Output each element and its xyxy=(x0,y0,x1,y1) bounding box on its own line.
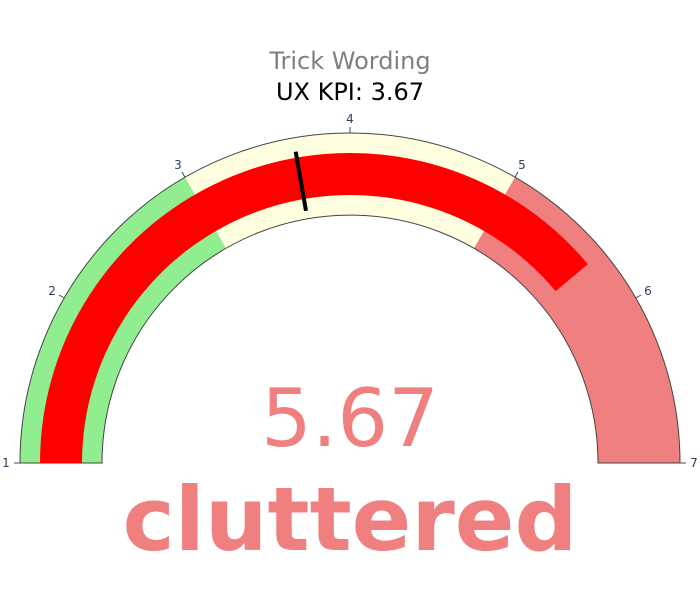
gauge-rating-text: cluttered xyxy=(123,468,578,571)
gauge-tick-mark xyxy=(635,294,642,299)
gauge-tick-mark xyxy=(181,171,186,178)
gauge-tick-label: 3 xyxy=(174,158,182,172)
chart-subtitle: UX KPI: 3.67 xyxy=(276,78,424,106)
gauge-tick-label: 1 xyxy=(2,456,10,470)
gauge-value-text: 5.67 xyxy=(261,372,439,465)
chart-title: Trick Wording xyxy=(268,47,430,75)
gauge-tick-label: 6 xyxy=(644,284,652,298)
gauge-threshold-line xyxy=(293,151,308,212)
gauge-value-bar xyxy=(40,152,588,463)
gauge-tick-label: 7 xyxy=(690,456,698,470)
gauge-tick-mark xyxy=(58,294,65,299)
gauge-ticks: 1 2 3 4 5 6 7 xyxy=(2,112,698,470)
gauge-tick-label: 4 xyxy=(346,112,354,126)
gauge-tick-label: 5 xyxy=(518,158,526,172)
gauge-outline xyxy=(19,132,681,464)
gauge-tick-mark xyxy=(514,171,519,178)
gauge-tick-label: 2 xyxy=(48,284,56,298)
